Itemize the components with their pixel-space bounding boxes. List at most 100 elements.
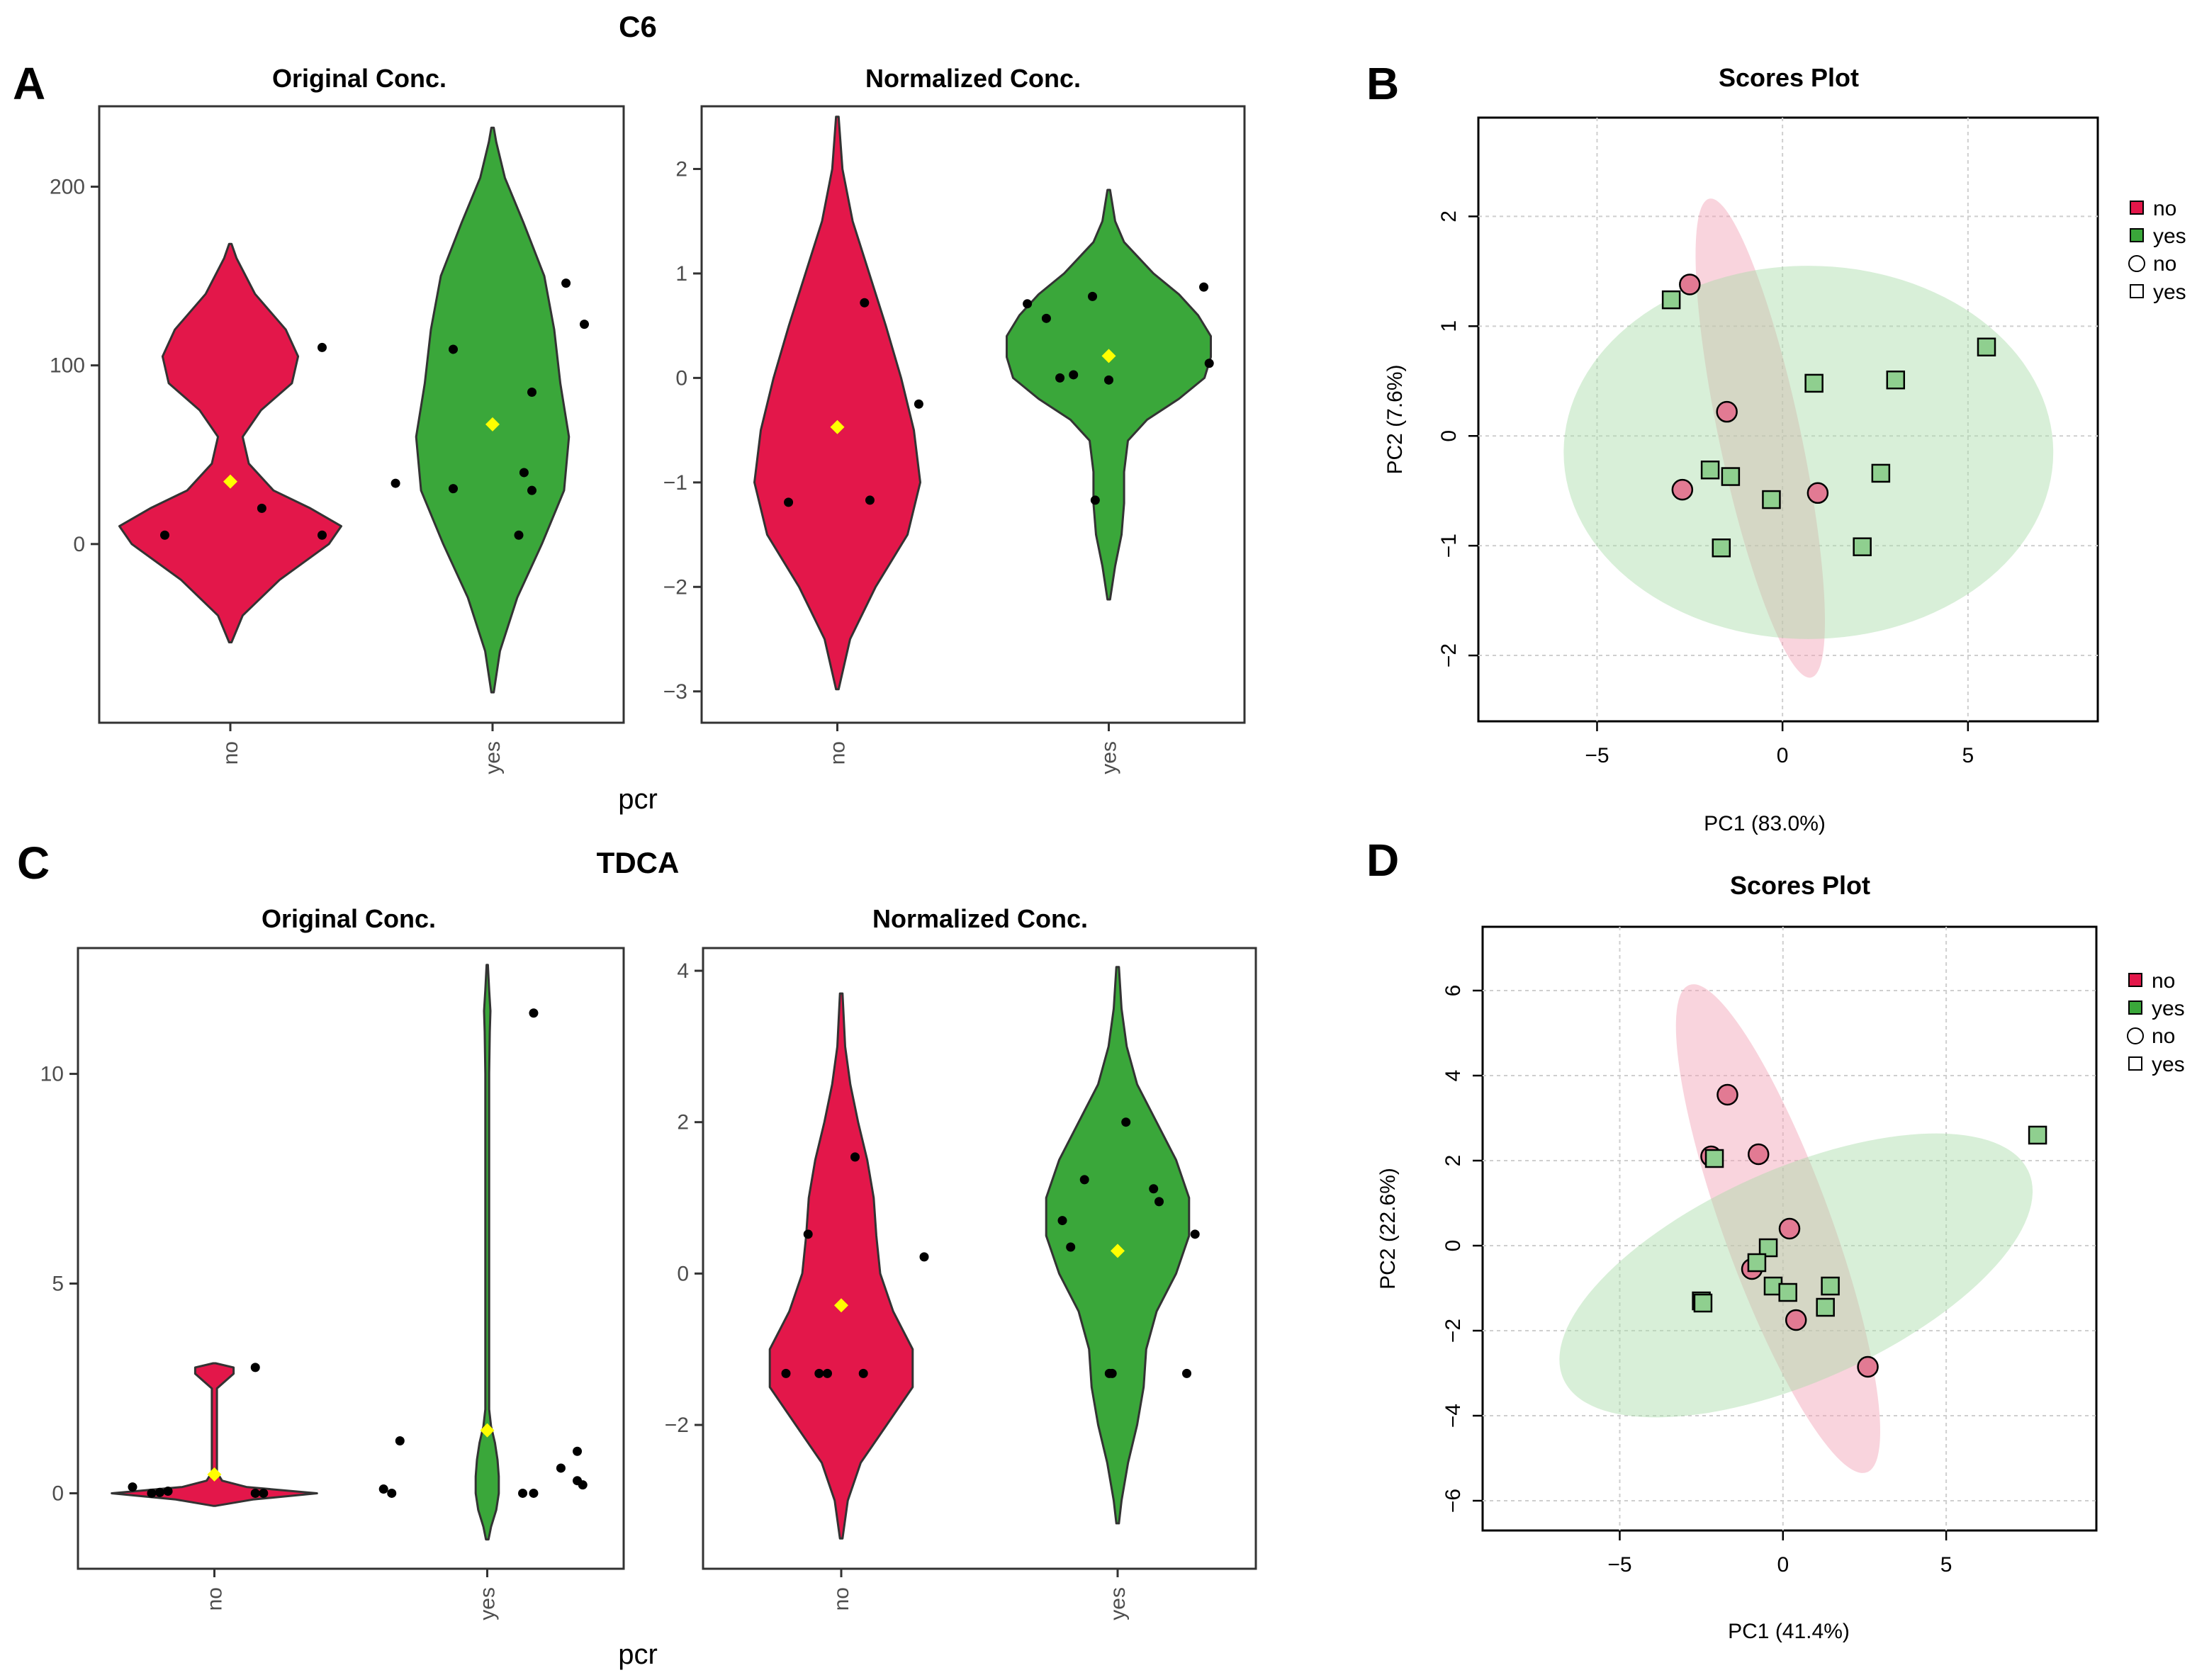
legend-b-yes-shape-square bbox=[2130, 284, 2144, 298]
a2-data-point-yes bbox=[1023, 299, 1033, 309]
x-axis-label-a: pcr bbox=[618, 784, 658, 815]
d-score-point-yes bbox=[1816, 1297, 1835, 1317]
a2-data-point-no bbox=[860, 298, 870, 308]
legend-d: no yes no yes bbox=[2127, 969, 2185, 1076]
c2-data-point-no bbox=[850, 1152, 860, 1162]
d-confidence-ellipse-no bbox=[1675, 984, 1880, 1473]
d-score-point-no bbox=[1778, 1217, 1801, 1240]
a2-data-point-no bbox=[784, 497, 794, 507]
a1-data-point-yes bbox=[519, 468, 529, 478]
b-score-point-yes bbox=[1661, 290, 1681, 310]
scores-plot-d-ylabel: PC2 (22.6%) bbox=[1376, 1168, 1400, 1290]
d-score-point-no bbox=[1857, 1355, 1879, 1378]
c2-ytick-label: 0 bbox=[677, 1262, 689, 1285]
c1-data-point-no bbox=[163, 1487, 173, 1496]
scores-plot-d-xlabel: PC1 (41.4%) bbox=[1728, 1620, 1850, 1643]
d-score-point-yes bbox=[2028, 1125, 2047, 1145]
b-score-point-no bbox=[1716, 400, 1738, 423]
d-score-point-no bbox=[1747, 1143, 1770, 1166]
subplot-c2-plot: −2 0 2 4 no yes bbox=[665, 959, 1200, 1620]
a1-data-point-yes bbox=[390, 478, 400, 488]
a1-data-point-no bbox=[160, 530, 169, 540]
d-ytick-label: −2 bbox=[1442, 1319, 1465, 1343]
legend-b-no-shape-label: no bbox=[2153, 252, 2176, 276]
b-score-point-yes bbox=[1700, 461, 1720, 480]
panel-letter-b: B bbox=[1366, 58, 1399, 109]
b-ytick-label: 2 bbox=[1437, 210, 1461, 222]
c1-data-point-yes bbox=[387, 1488, 397, 1498]
a2-data-point-yes bbox=[1069, 370, 1079, 380]
a1-data-point-yes bbox=[527, 485, 536, 495]
c2-mean-marker-no bbox=[834, 1298, 848, 1313]
a1-data-point-no bbox=[318, 342, 327, 352]
panel-a: Original Conc. 0 100 200 no yes Normalized C… bbox=[50, 64, 1246, 815]
a2-violin-yes bbox=[1006, 188, 1212, 601]
a2-mean-marker-no bbox=[830, 419, 845, 434]
d-ytick-label: 2 bbox=[1442, 1155, 1465, 1167]
legend-b: no yes no yes bbox=[2128, 197, 2186, 304]
d-ytick-label: 6 bbox=[1442, 985, 1465, 997]
c1-data-point-yes bbox=[518, 1488, 528, 1498]
c1-xtick-label: no bbox=[203, 1587, 227, 1611]
a1-ytick-label: 200 bbox=[50, 175, 85, 198]
a2-ytick-label: −3 bbox=[663, 680, 687, 704]
panel-c: Original Conc. 0 5 10 no yes Normalized Conc… bbox=[40, 904, 1257, 1670]
c2-data-point-yes bbox=[1190, 1229, 1200, 1239]
a1-ytick-label: 0 bbox=[73, 533, 85, 556]
c1-data-point-no bbox=[128, 1482, 137, 1492]
b-xtick-label: 0 bbox=[1777, 744, 1789, 767]
panel-letter-d: D bbox=[1366, 835, 1399, 886]
scores-plot-d-frame bbox=[1481, 925, 2098, 1532]
c1-data-point-yes bbox=[578, 1480, 588, 1490]
b-xtick-label: 5 bbox=[1962, 744, 1974, 767]
a2-ytick-label: 1 bbox=[675, 262, 687, 286]
c1-data-point-no bbox=[147, 1488, 157, 1498]
scores-plot-b-title: Scores Plot bbox=[1719, 63, 1859, 92]
c2-violin-no bbox=[768, 992, 914, 1540]
legend-d-yes-color-swatch bbox=[2128, 1000, 2142, 1015]
d-xtick-label: 5 bbox=[1940, 1553, 1952, 1577]
a2-data-point-no bbox=[914, 399, 923, 409]
a2-violin-no bbox=[753, 115, 921, 691]
c2-data-point-yes bbox=[1121, 1117, 1131, 1127]
d-xtick-label: −5 bbox=[1607, 1553, 1631, 1577]
c1-mean-marker-yes bbox=[480, 1423, 495, 1438]
b-score-point-no bbox=[1679, 274, 1701, 295]
legend-d-yes-shape-square bbox=[2128, 1056, 2142, 1071]
d-score-point-no bbox=[1716, 1083, 1738, 1106]
a1-ytick-label: 100 bbox=[50, 354, 85, 378]
b-score-point-yes bbox=[1886, 370, 1906, 390]
c1-data-point-no bbox=[250, 1363, 260, 1372]
subplot-c1-frame bbox=[77, 947, 625, 1570]
legend-b-no-shape-circle bbox=[2128, 255, 2145, 272]
c2-data-point-no bbox=[781, 1368, 791, 1378]
a1-data-point-no bbox=[257, 503, 266, 513]
a2-data-point-yes bbox=[1204, 359, 1214, 368]
a1-data-point-yes bbox=[514, 530, 524, 540]
b-ytick-label: 1 bbox=[1437, 320, 1461, 332]
a2-mean-marker-yes bbox=[1101, 349, 1116, 363]
scores-plot-b-ylabel: PC2 (7.6%) bbox=[1383, 364, 1407, 474]
c2-data-point-yes bbox=[1107, 1368, 1117, 1378]
c1-data-point-yes bbox=[529, 1488, 539, 1498]
c2-data-point-yes bbox=[1149, 1184, 1159, 1194]
a2-ytick-label: −2 bbox=[663, 575, 687, 599]
c1-ytick-label: 5 bbox=[52, 1273, 64, 1296]
b-score-point-yes bbox=[1804, 373, 1824, 393]
panel-letter-c: C bbox=[17, 838, 50, 889]
c1-mean-marker-no bbox=[207, 1467, 222, 1482]
a1-violin-yes bbox=[415, 126, 571, 694]
c1-data-point-yes bbox=[556, 1463, 566, 1473]
a1-data-point-yes bbox=[561, 278, 571, 288]
legend-b-no-color-label: no bbox=[2153, 197, 2176, 220]
d-score-point-yes bbox=[1693, 1293, 1713, 1313]
c1-data-point-no bbox=[259, 1488, 269, 1498]
b-xtick-label: −5 bbox=[1585, 744, 1609, 767]
d-ytick-label: −6 bbox=[1442, 1489, 1465, 1513]
c2-mean-marker-yes bbox=[1111, 1244, 1125, 1258]
d-score-point-yes bbox=[1704, 1149, 1724, 1168]
a1-xtick-label: no bbox=[219, 741, 242, 765]
a2-data-point-yes bbox=[1041, 313, 1051, 323]
b-score-point-yes bbox=[1977, 337, 1996, 357]
c2-xtick-label: yes bbox=[1106, 1587, 1130, 1620]
